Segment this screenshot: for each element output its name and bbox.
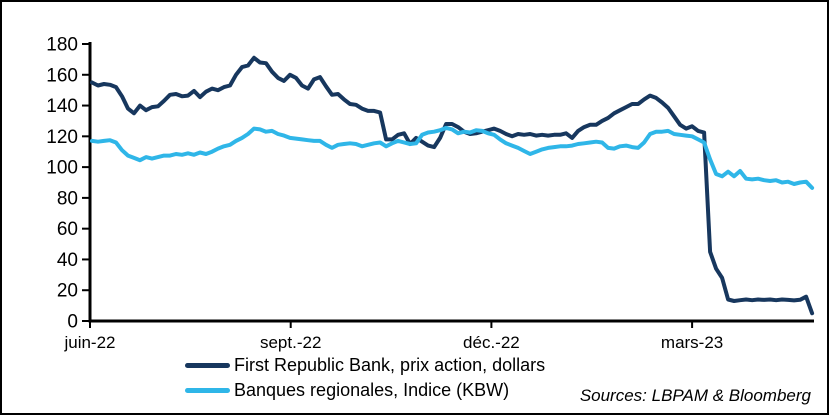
y-tick-label: 80	[57, 188, 78, 209]
sources-note: Sources: LBPAM & Bloomberg	[579, 386, 811, 405]
y-tick-label: 20	[57, 281, 78, 302]
series-line-banques-regionales	[90, 125, 815, 190]
y-tick-label: 40	[57, 250, 78, 271]
y-tick-label: 60	[57, 219, 78, 240]
y-tick-label: 180	[46, 35, 78, 56]
legend-label-first-republic: First Republic Bank, prix action, dollar…	[234, 355, 546, 375]
y-tick-label: 100	[46, 158, 78, 179]
x-tick-label: juin-22	[63, 333, 115, 352]
y-tick-label: 160	[46, 65, 78, 86]
legend: First Republic Bank, prix action, dollar…	[185, 353, 545, 403]
series-line-first-republic	[90, 55, 815, 316]
legend-item-first-republic: First Republic Bank, prix action, dollar…	[185, 353, 545, 378]
x-tick-label: déc.-22	[463, 333, 520, 352]
y-tick-label: 0	[67, 312, 78, 333]
legend-item-banques-regionales: Banques regionales, Indice (KBW)	[185, 378, 545, 403]
x-tick-label: mars-23	[661, 333, 723, 352]
legend-label-banques-regionales: Banques regionales, Indice (KBW)	[234, 380, 510, 400]
y-tick-label: 140	[46, 96, 78, 117]
navy-line-swatch	[185, 363, 230, 368]
x-tick-label: sept.-22	[260, 333, 321, 352]
y-tick-label: 120	[46, 127, 78, 148]
light-blue-line-swatch	[185, 388, 230, 393]
